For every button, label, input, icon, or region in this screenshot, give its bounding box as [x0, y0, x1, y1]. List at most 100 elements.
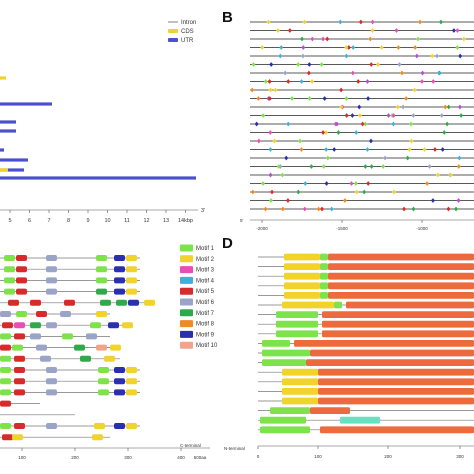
legend-label-intron: Intron	[181, 20, 196, 26]
panel-b-tick-label: -1500	[336, 226, 348, 231]
promoter-row	[250, 121, 474, 127]
panel-d-tick-label: 300	[456, 454, 464, 459]
cis-element-marker	[300, 53, 305, 59]
domain-box	[320, 426, 474, 434]
cis-element-marker	[321, 164, 326, 169]
domain-box	[270, 407, 310, 414]
gene-segment-utr	[0, 176, 196, 180]
panel-a-tick-label: 7	[47, 218, 50, 224]
cis-element-marker	[260, 45, 265, 50]
cis-element-marker	[338, 19, 343, 25]
cis-element-marker	[363, 164, 368, 169]
cis-element-marker	[296, 62, 301, 67]
domain-box	[320, 263, 328, 270]
gene-structure-row	[0, 176, 196, 180]
motif-box	[8, 299, 19, 306]
motif-row	[0, 288, 140, 295]
cis-element-marker	[325, 155, 330, 161]
cis-element-marker	[319, 62, 324, 67]
motif-box	[96, 311, 107, 317]
cis-element-marker	[443, 104, 448, 110]
domain-row	[258, 311, 474, 318]
panel-d-domains: D 0 100 200 300 N-terminal	[222, 235, 474, 459]
cis-element-marker	[278, 53, 283, 59]
motif-box	[4, 288, 15, 295]
panel-a-axis: 5 6 7 8 9 10 11 12 13 14kbp 3'	[0, 208, 205, 224]
cis-element-marker	[290, 96, 295, 101]
cis-element-marker	[339, 104, 344, 110]
cis-element-marker	[339, 87, 344, 93]
cis-element-marker	[325, 36, 330, 42]
domain-row	[258, 416, 474, 424]
domain-box	[318, 397, 474, 405]
legend-motif-swatch	[180, 341, 193, 349]
motif-row	[0, 333, 110, 340]
motif-row	[0, 400, 40, 407]
cis-element-marker	[456, 164, 461, 169]
cis-element-marker	[400, 70, 405, 76]
motif-row	[0, 299, 155, 306]
cis-element-marker	[432, 147, 437, 152]
cis-element-marker	[358, 19, 363, 25]
cis-element-marker	[353, 181, 358, 186]
panel-d-axis-start-label: N-terminal	[224, 446, 245, 451]
motif-box	[46, 389, 57, 396]
domain-box	[334, 301, 342, 309]
motif-row	[0, 434, 110, 441]
cis-element-marker	[456, 198, 461, 203]
cis-element-marker	[446, 104, 451, 110]
motif-row	[0, 322, 133, 329]
cis-element-marker	[324, 147, 329, 152]
motif-box	[114, 367, 125, 373]
motif-box	[126, 423, 137, 429]
cis-element-marker	[368, 36, 373, 42]
cis-element-marker	[270, 189, 275, 195]
domain-box	[320, 282, 328, 290]
panel-b-tick-label: -1000	[416, 226, 428, 231]
cis-element-marker	[458, 53, 463, 59]
gene-structure-row	[0, 129, 16, 133]
motif-box	[46, 277, 57, 284]
motif-box	[100, 299, 111, 306]
cis-element-marker	[268, 130, 273, 135]
domain-box	[318, 368, 474, 376]
motif-box	[126, 255, 137, 261]
domain-box	[284, 263, 320, 270]
domain-box	[284, 282, 320, 290]
cis-element-marker	[411, 206, 416, 212]
motif-box	[86, 333, 97, 340]
panel-b-promoter-elements: B -2000 -1500 -1000 5'	[222, 9, 474, 231]
cis-element-marker	[299, 147, 304, 152]
cis-element-marker	[320, 206, 325, 212]
cis-element-marker	[280, 206, 285, 212]
motif-box	[46, 423, 57, 429]
motif-box	[98, 378, 109, 385]
motif-box	[46, 288, 57, 295]
gene-segment-cds	[0, 168, 8, 172]
cis-element-marker	[267, 96, 272, 101]
cis-element-marker	[301, 45, 306, 50]
cis-element-marker	[299, 79, 304, 84]
cis-element-marker	[430, 53, 435, 59]
panel-d-tick-label: 0	[257, 454, 260, 459]
gene-segment-utr	[0, 168, 24, 172]
cis-element-marker	[409, 138, 414, 144]
panel-a-tick-label: 10	[104, 218, 110, 224]
panel-a-tick-label: 11	[124, 218, 130, 224]
cis-element-marker	[279, 45, 284, 50]
motif-box	[96, 344, 107, 351]
domain-box	[310, 407, 350, 414]
motif-row	[0, 378, 140, 385]
motif-box	[74, 344, 85, 351]
cis-element-marker	[445, 121, 450, 127]
gene-structure-row	[0, 168, 24, 172]
motif-box	[116, 299, 127, 306]
cis-element-marker	[349, 181, 354, 186]
motif-box	[46, 322, 57, 329]
motif-box	[62, 333, 73, 340]
cis-element-marker	[396, 45, 401, 50]
motif-box	[122, 322, 133, 329]
motif-box	[110, 344, 121, 351]
domain-row	[258, 388, 474, 395]
cis-element-marker	[383, 155, 388, 161]
